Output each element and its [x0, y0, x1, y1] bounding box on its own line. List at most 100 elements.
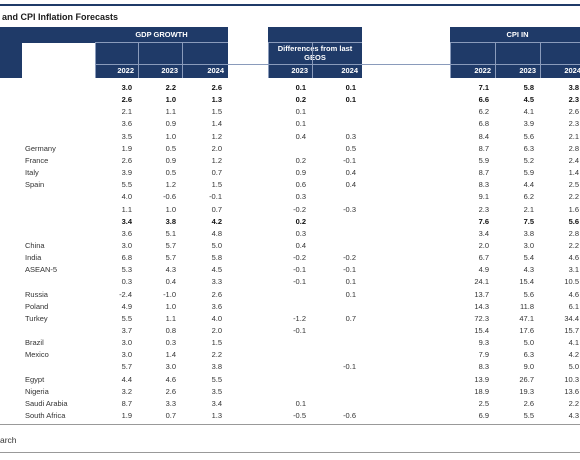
cell: 24.1: [474, 277, 489, 287]
col-divider: [450, 43, 451, 78]
group-rule: [450, 42, 580, 43]
cell: 0.1: [345, 95, 356, 105]
row-label: Poland: [25, 301, 49, 311]
cell: 0.3: [295, 228, 306, 238]
cell: 0.2: [295, 216, 306, 226]
year-header: 2024: [341, 66, 358, 75]
cell: 5.8: [211, 253, 222, 263]
cell: 2.0: [211, 143, 222, 153]
cell: 1.1: [165, 313, 176, 323]
cell: 2.2: [568, 192, 579, 202]
row-label: Germany: [25, 143, 56, 153]
cell: 2.6: [211, 83, 222, 92]
table-rule: [0, 424, 580, 425]
source: arch: [0, 435, 17, 445]
cell: 0.1: [345, 83, 356, 92]
cell: 3.6: [211, 301, 222, 311]
row-label: South Africa: [25, 411, 66, 421]
cell: 47.1: [519, 313, 534, 323]
cell: 2.5: [568, 180, 579, 190]
cell: 4.5: [211, 265, 222, 275]
cell: 8.7: [121, 398, 132, 408]
cell: 6.8: [478, 119, 489, 129]
cell: 15.4: [474, 326, 489, 335]
cell: 34.4: [564, 313, 579, 323]
cell: 15.7: [564, 326, 579, 335]
top-rule: [0, 4, 580, 6]
col-divider: [268, 43, 269, 78]
col-divider: [312, 43, 313, 78]
cell: 0.1: [345, 289, 356, 299]
cell: 0.8: [165, 326, 176, 335]
cell: 1.4: [211, 119, 222, 129]
cell: 7.9: [478, 350, 489, 360]
row-label: Saudi Arabia: [25, 398, 68, 408]
cell: 4.2: [211, 216, 222, 226]
cell: 4.9: [478, 265, 489, 275]
row-label: China: [25, 240, 45, 250]
col-divider: [95, 43, 96, 78]
cell: 3.5: [121, 131, 132, 141]
cell: 0.1: [295, 83, 306, 92]
group-header-bg: [450, 27, 580, 78]
cell: 1.2: [211, 131, 222, 141]
group-header: GDP GROWTH: [135, 30, 188, 39]
cell: 19.3: [519, 386, 534, 396]
cell: 1.4: [165, 350, 176, 360]
cell: 3.5: [211, 386, 222, 396]
cell: 11.8: [519, 301, 534, 311]
cell: 6.8: [121, 253, 132, 263]
cell: 7.6: [478, 216, 489, 226]
cell: 5.2: [523, 155, 534, 165]
cell: 0.9: [165, 155, 176, 165]
year-header: 2022: [117, 66, 134, 75]
group-rule: [268, 42, 362, 43]
cell: 5.3: [121, 265, 132, 275]
cell: 2.2: [211, 350, 222, 360]
cell: 2.8: [568, 228, 579, 238]
title: and CPI Inflation Forecasts: [2, 12, 119, 22]
cell: 4.3: [165, 265, 176, 275]
cell: 4.6: [568, 253, 579, 263]
cell: 2.0: [211, 326, 222, 335]
cell: 4.5: [523, 95, 534, 105]
cell: 3.0: [121, 350, 132, 360]
cell: 5.9: [523, 168, 534, 178]
cell: 3.1: [568, 265, 579, 275]
cell: 15.4: [519, 277, 534, 287]
cell: 13.9: [474, 374, 489, 384]
cell: 3.9: [523, 119, 534, 129]
cell: 1.9: [121, 411, 132, 421]
cell: 5.9: [478, 155, 489, 165]
cell: 3.4: [211, 398, 222, 408]
cell: 5.7: [165, 253, 176, 263]
group-header-bg: [268, 27, 362, 78]
cell: 5.0: [211, 240, 222, 250]
cell: 2.0: [478, 240, 489, 250]
cell: 2.1: [568, 131, 579, 141]
cell: 0.7: [345, 313, 356, 323]
cell: 0.7: [211, 168, 222, 178]
cell: -0.1: [293, 265, 306, 275]
cell: 0.9: [165, 119, 176, 129]
cell: 6.3: [523, 350, 534, 360]
cell: 5.8: [523, 83, 534, 92]
row-label: Russia: [25, 289, 48, 299]
cell: 1.1: [121, 204, 132, 214]
cell: 10.5: [564, 277, 579, 287]
cell: 18.9: [474, 386, 489, 396]
cell: 8.3: [478, 362, 489, 372]
cell: 5.0: [523, 338, 534, 348]
bottom-rule: [0, 452, 580, 453]
cell: 2.1: [523, 204, 534, 214]
row-label: ASEAN-5: [25, 265, 58, 275]
cell: 1.5: [211, 338, 222, 348]
cell: 0.4: [165, 277, 176, 287]
group-header: Differences from last GEOS: [277, 44, 353, 62]
cell: 1.3: [211, 95, 222, 105]
cell: 1.5: [211, 107, 222, 117]
cell: 0.6: [295, 180, 306, 190]
cell: 1.2: [211, 155, 222, 165]
cell: 5.1: [165, 228, 176, 238]
